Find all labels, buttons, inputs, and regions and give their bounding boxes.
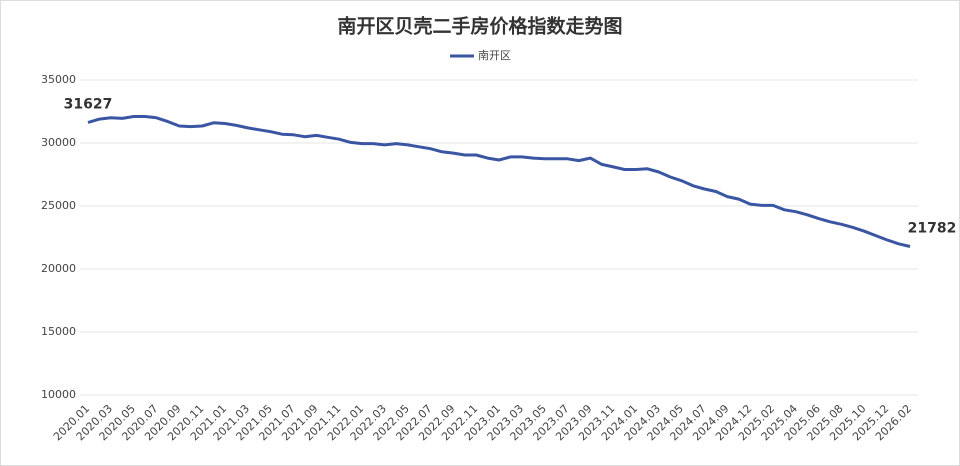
- y-tick-label: 25000: [41, 199, 76, 212]
- legend-label: 南开区: [478, 49, 511, 62]
- y-tick-label: 30000: [41, 136, 76, 149]
- y-tick-label: 35000: [41, 73, 76, 86]
- y-tick-label: 15000: [41, 325, 76, 338]
- value-label: 31627: [64, 96, 113, 112]
- chart-title: 南开区贝壳二手房价格指数走势图: [337, 15, 622, 38]
- series-line: [87, 115, 911, 248]
- y-tick-label: 20000: [41, 262, 76, 275]
- value-label: 21782: [908, 221, 957, 237]
- y-tick-label: 10000: [41, 388, 76, 401]
